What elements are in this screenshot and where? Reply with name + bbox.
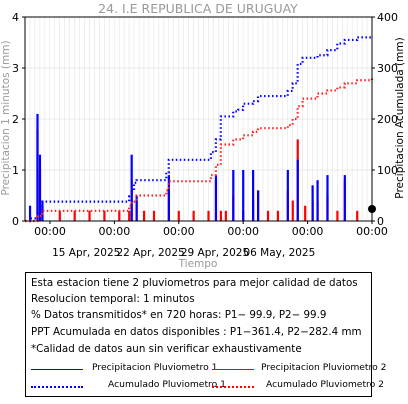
y-axis-right: 0 100 200 300 400 [372,11,398,228]
x-tick-date-label: 29 Apr, 2025 [181,247,249,259]
y-left-tick-label: 1 [12,164,19,177]
bar-pluviometro-1 [311,185,314,221]
x-tick-time-label: 00:00 [163,225,195,238]
bar-pluviometro-2 [177,210,180,221]
bar-pluviometro-1 [135,195,138,221]
rain-chart: 24. I.E REPUBLICA DE URUGUAY 0 1 2 3 4 0 100 2… [0,1,406,270]
x-tick-time-label: 00:00 [292,225,324,238]
info-line-accumulated: PPT Acumulada en datos disponibles : P1−… [31,326,362,338]
bar-pluviometro-1 [36,113,39,221]
y-left-tick-label: 3 [12,62,19,75]
bar-pluviometro-1 [28,205,32,221]
bar-pluviometro-2 [207,210,210,221]
x-tick-date-label: 15 Apr, 2025 [52,247,120,259]
y-right-tick-label: 300 [377,62,398,75]
grid [25,16,372,222]
bar-pluviometro-1 [256,190,260,221]
bar-pluviometro-2 [152,210,156,221]
bar-pluviometro-2 [291,200,294,221]
bar-pluviometro-1 [232,170,235,221]
x-tick-time-label: 00:00 [227,225,259,238]
bar-pluviometro-1 [326,175,329,221]
legend-swatch-acum-1 [31,386,83,388]
end-marker [368,205,376,213]
series-line-acumulado-2 [25,77,374,223]
bar-pluviometro-2 [128,210,131,221]
bar-pluviometro-1 [343,175,346,221]
info-box: Esta estacion tiene 2 pluviometros para … [25,272,387,397]
legend-swatch-precip-2 [212,369,254,370]
legend-label-precip-2: Precipitacion Pluviometro 2 [261,362,387,373]
bar-pluviometro-2 [118,210,121,221]
bar-pluviometro-1 [286,170,289,221]
bar-pluviometro-2 [336,210,339,221]
bar-pluviometro-2 [58,210,61,221]
series-bars-pluviometro-1 [28,113,346,221]
y-right-tick-label: 100 [377,164,398,177]
bar-pluviometro-2 [304,205,307,221]
x-tick-date-label: 22 Apr, 2025 [116,247,184,259]
bar-pluviometro-1 [167,175,170,221]
x-tick-time-label: 00:00 [99,225,131,238]
x-tick-time-label: 00:00 [356,225,388,238]
bar-pluviometro-2 [103,210,106,221]
bar-pluviometro-2 [276,210,280,221]
legend-label-acum-2: Acumulado Pluviometro 2 [266,379,385,390]
bar-pluviometro-1 [38,154,42,221]
bar-pluviometro-2 [219,210,223,221]
legend-label-acum-1: Acumulado Pluviometro 1 [108,379,227,390]
bar-pluviometro-1 [41,200,44,221]
series-line-acumulado-1 [25,36,374,223]
bar-pluviometro-2 [224,210,227,221]
y-right-tick-label: 400 [377,11,398,24]
info-line-resolution: Resolucion temporal: 1 minutos [31,293,195,305]
y-left-tick-label: 4 [12,11,19,24]
bar-pluviometro-1 [296,159,299,221]
y-left-tick-label: 0 [12,215,19,228]
x-axis-label: Tiempo [178,258,218,270]
bar-pluviometro-2 [356,210,359,221]
y-right-tick-label: 0 [377,215,384,228]
bar-pluviometro-2 [73,210,76,221]
bar-pluviometro-2 [142,210,146,221]
legend-label-precip-1: Precipitacion Pluviometro 1 [92,362,218,373]
bar-pluviometro-2 [192,210,195,221]
legend-swatch-acum-2 [212,386,254,388]
info-line-transmitted: % Datos transmitidos* en 720 horas: P1− … [31,309,327,321]
bar-pluviometro-1 [214,175,218,221]
bar-pluviometro-1 [316,180,319,221]
y-axis-left: 0 1 2 3 4 [12,11,25,228]
x-axis: 00:00 00:00 00:00 00:00 00:00 00:00 15 Apr, 20… [34,221,388,259]
info-line-quality-note: *Calidad de datos aun sin verificar exha… [31,343,302,355]
bar-pluviometro-2 [88,210,91,221]
y-right-tick-label: 200 [377,113,398,126]
x-tick-time-label: 00:00 [34,225,66,238]
info-line-stations: Esta estacion tiene 2 pluviometros para … [31,277,358,289]
chart-title: 24. I.E REPUBLICA DE URUGUAY [98,1,298,16]
bar-pluviometro-2 [266,210,270,221]
y-axis-right-label: Precipitacion Acumulada (mm) [394,37,406,198]
y-axis-left-label: Precipitacion 1 minutos (mm) [0,40,12,195]
legend-swatch-precip-1 [31,369,83,370]
bar-pluviometro-1 [242,170,245,221]
x-tick-date-label: 06 May, 2025 [243,247,315,259]
bar-pluviometro-1 [130,154,133,221]
bar-pluviometro-1 [252,170,255,221]
y-left-tick-label: 2 [12,113,19,126]
